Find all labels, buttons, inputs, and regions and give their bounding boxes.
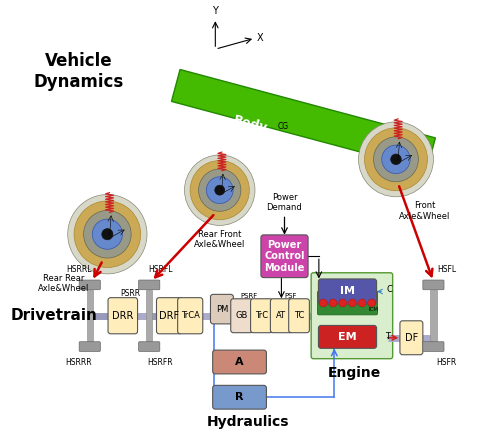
Text: T: T xyxy=(386,332,390,341)
Text: IM: IM xyxy=(340,286,355,297)
Circle shape xyxy=(68,194,147,274)
Text: AT: AT xyxy=(276,311,286,320)
Text: Hydraulics: Hydraulics xyxy=(207,415,290,429)
Text: TC: TC xyxy=(294,311,304,320)
FancyBboxPatch shape xyxy=(423,342,444,351)
Bar xyxy=(430,290,436,341)
Text: ICM: ICM xyxy=(369,307,379,312)
Circle shape xyxy=(358,299,366,307)
FancyBboxPatch shape xyxy=(79,342,100,351)
Circle shape xyxy=(329,299,337,307)
Text: R: R xyxy=(236,392,244,402)
Circle shape xyxy=(102,229,113,240)
Bar xyxy=(86,290,93,341)
Circle shape xyxy=(390,154,401,164)
FancyBboxPatch shape xyxy=(138,280,160,290)
Text: DF: DF xyxy=(405,333,418,343)
Circle shape xyxy=(198,169,241,211)
Text: GB: GB xyxy=(236,311,248,320)
Text: TrCA: TrCA xyxy=(181,311,200,320)
Text: Body: Body xyxy=(232,113,269,135)
Circle shape xyxy=(358,122,434,197)
Bar xyxy=(146,290,152,341)
Text: HSRRR: HSRRR xyxy=(66,358,92,366)
FancyBboxPatch shape xyxy=(423,280,444,290)
Circle shape xyxy=(184,155,255,225)
Circle shape xyxy=(368,299,376,307)
FancyBboxPatch shape xyxy=(156,297,182,334)
Text: A: A xyxy=(235,357,244,367)
Text: HSRFL: HSRFL xyxy=(148,265,172,274)
Text: Power
Control
Module: Power Control Module xyxy=(264,240,304,273)
Circle shape xyxy=(348,299,356,307)
Circle shape xyxy=(84,210,131,258)
Text: HSFL: HSFL xyxy=(437,265,456,274)
FancyBboxPatch shape xyxy=(288,299,310,333)
FancyBboxPatch shape xyxy=(318,291,378,315)
FancyBboxPatch shape xyxy=(138,342,160,351)
Text: Vehicle
Dynamics: Vehicle Dynamics xyxy=(34,52,124,91)
Text: Rear Front
Axle&Wheel: Rear Front Axle&Wheel xyxy=(194,230,246,249)
FancyBboxPatch shape xyxy=(210,294,234,324)
Text: X: X xyxy=(257,33,264,43)
Circle shape xyxy=(215,185,224,195)
FancyBboxPatch shape xyxy=(270,299,292,333)
Circle shape xyxy=(374,137,418,182)
FancyBboxPatch shape xyxy=(400,321,423,355)
Text: EM: EM xyxy=(338,332,357,342)
Text: Power
Demand: Power Demand xyxy=(266,193,302,212)
FancyBboxPatch shape xyxy=(178,297,203,334)
FancyBboxPatch shape xyxy=(318,279,376,304)
FancyBboxPatch shape xyxy=(108,297,138,334)
Circle shape xyxy=(190,160,250,220)
FancyBboxPatch shape xyxy=(250,299,272,333)
Text: CG: CG xyxy=(278,122,289,131)
Text: Y: Y xyxy=(212,6,218,16)
Text: Rear Rear
Axle&Wheel: Rear Rear Axle&Wheel xyxy=(38,274,89,293)
Text: HSFR: HSFR xyxy=(436,358,457,366)
Text: PSRF: PSRF xyxy=(240,293,258,299)
Circle shape xyxy=(320,299,327,307)
Text: TrC: TrC xyxy=(255,311,268,320)
FancyBboxPatch shape xyxy=(212,350,266,374)
FancyBboxPatch shape xyxy=(230,299,253,333)
Text: PSF: PSF xyxy=(284,293,296,299)
Text: C: C xyxy=(386,285,392,294)
FancyBboxPatch shape xyxy=(79,280,100,290)
Text: DRR: DRR xyxy=(112,311,134,321)
Polygon shape xyxy=(172,69,436,170)
FancyBboxPatch shape xyxy=(261,235,308,278)
Circle shape xyxy=(92,219,122,249)
FancyBboxPatch shape xyxy=(318,325,376,348)
Text: HSRRL: HSRRL xyxy=(66,265,92,274)
Text: HSRFR: HSRFR xyxy=(148,358,173,366)
Text: DRF: DRF xyxy=(159,311,179,321)
Text: Front
Axle&Wheel: Front Axle&Wheel xyxy=(399,201,450,221)
Circle shape xyxy=(382,145,410,174)
Text: PSRR: PSRR xyxy=(120,289,141,298)
Text: PM: PM xyxy=(216,305,228,314)
Circle shape xyxy=(364,128,428,191)
FancyBboxPatch shape xyxy=(311,273,392,359)
FancyBboxPatch shape xyxy=(212,385,266,409)
Circle shape xyxy=(74,201,140,267)
Text: Drivetrain: Drivetrain xyxy=(11,308,98,323)
Text: Engine: Engine xyxy=(328,366,380,380)
Circle shape xyxy=(338,299,346,307)
Circle shape xyxy=(206,177,233,204)
